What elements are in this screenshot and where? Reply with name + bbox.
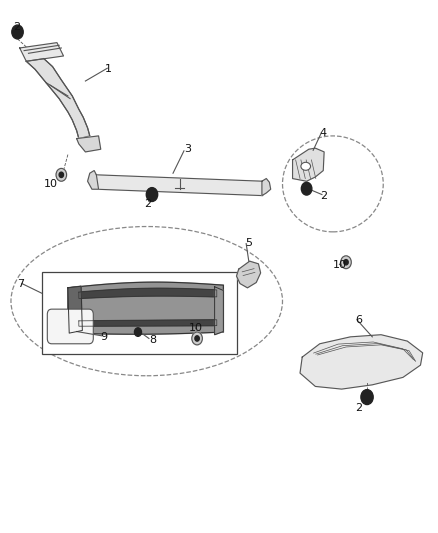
Polygon shape: [262, 179, 271, 196]
FancyBboxPatch shape: [47, 309, 93, 344]
Text: 2: 2: [145, 199, 152, 208]
Text: 10: 10: [333, 261, 347, 270]
Text: 7: 7: [17, 279, 24, 288]
Text: 5: 5: [245, 238, 252, 247]
Polygon shape: [237, 261, 261, 288]
Text: 8: 8: [149, 335, 156, 344]
Circle shape: [146, 188, 158, 201]
Text: 3: 3: [184, 144, 191, 154]
Text: 2: 2: [355, 403, 362, 413]
Text: 10: 10: [188, 323, 202, 333]
Text: 9: 9: [101, 332, 108, 342]
Circle shape: [56, 168, 67, 181]
Circle shape: [361, 390, 373, 405]
Circle shape: [12, 25, 23, 39]
Polygon shape: [300, 335, 423, 389]
Polygon shape: [96, 175, 263, 196]
Polygon shape: [79, 288, 217, 298]
Polygon shape: [26, 59, 90, 139]
Bar: [42, 272, 237, 354]
Text: 10: 10: [44, 179, 58, 189]
Polygon shape: [293, 148, 324, 181]
Circle shape: [192, 332, 202, 345]
Circle shape: [344, 260, 348, 265]
Polygon shape: [68, 282, 223, 334]
Text: 2: 2: [320, 191, 327, 201]
Circle shape: [195, 336, 199, 341]
Circle shape: [301, 182, 312, 195]
Polygon shape: [88, 171, 99, 189]
Polygon shape: [79, 320, 217, 326]
Polygon shape: [68, 286, 82, 333]
Polygon shape: [215, 287, 223, 335]
Text: 1: 1: [105, 64, 112, 74]
Text: 2: 2: [13, 22, 20, 31]
Polygon shape: [20, 43, 64, 61]
Text: 4: 4: [320, 128, 327, 138]
Circle shape: [134, 328, 141, 336]
Text: 6: 6: [355, 315, 362, 325]
Circle shape: [341, 256, 351, 269]
Polygon shape: [77, 136, 101, 152]
Circle shape: [59, 172, 64, 177]
Ellipse shape: [301, 163, 311, 171]
